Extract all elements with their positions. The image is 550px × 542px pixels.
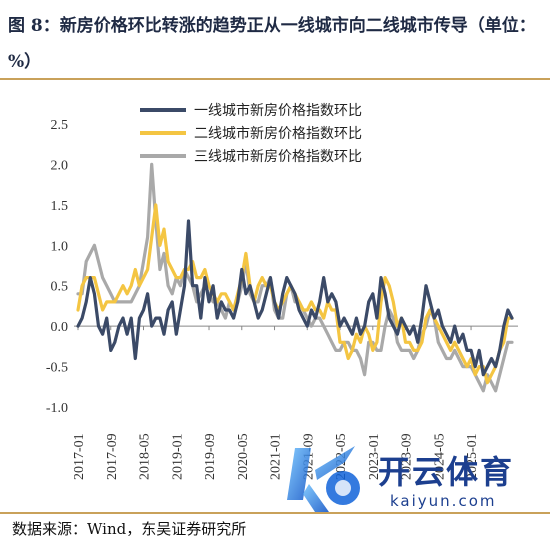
- y-tick-label: 1.0: [51, 239, 69, 254]
- x-tick-label: 2020-05: [236, 433, 251, 480]
- legend-label: 二线城市新房价格指数环比: [194, 125, 362, 142]
- y-tick-label: 2.0: [51, 158, 69, 173]
- x-tick-label: 2019-09: [203, 433, 218, 480]
- watermark-site: kaiyun.com: [390, 492, 497, 510]
- watermark-logo: [287, 446, 360, 512]
- legend-label: 一线城市新房价格指数环比: [194, 102, 362, 119]
- x-tick-label: 2023-09: [400, 433, 415, 480]
- legend-label: 三线城市新房价格指数环比: [194, 148, 362, 165]
- x-tick-label: 2018-05: [138, 433, 153, 480]
- source-note: 数据来源：Wind，东吴证券研究所: [12, 520, 247, 538]
- x-tick-label: 2023-01: [367, 433, 382, 480]
- series-line: [76, 219, 514, 377]
- x-tick-label: 2021-01: [269, 433, 284, 480]
- y-tick-label: -1.0: [46, 401, 68, 416]
- watermark-k-icon: [287, 448, 311, 500]
- footer-rule: [0, 512, 550, 514]
- page-title: 图 8：新房价格环比转涨的趋势正从一线城市向二线城市传导（单位：%）: [8, 16, 536, 72]
- series-line: [76, 162, 514, 393]
- y-tick-label: 0.0: [51, 320, 69, 335]
- x-tick-label: 2025-01: [465, 433, 480, 480]
- x-tick-label: 2017-01: [72, 433, 87, 480]
- series-layer: [76, 162, 514, 393]
- y-tick-label: 1.5: [51, 199, 69, 214]
- x-tick-label: 2019-01: [170, 433, 185, 480]
- title-rule: [0, 78, 550, 80]
- x-tick-label: 2024-05: [432, 433, 447, 480]
- x-tick-label: 2017-09: [105, 433, 120, 480]
- y-tick-label: 0.5: [51, 280, 69, 295]
- watermark-brand: 开云体育: [378, 453, 515, 491]
- y-tick-label: -0.5: [46, 361, 68, 376]
- y-tick-label: 2.5: [51, 118, 69, 133]
